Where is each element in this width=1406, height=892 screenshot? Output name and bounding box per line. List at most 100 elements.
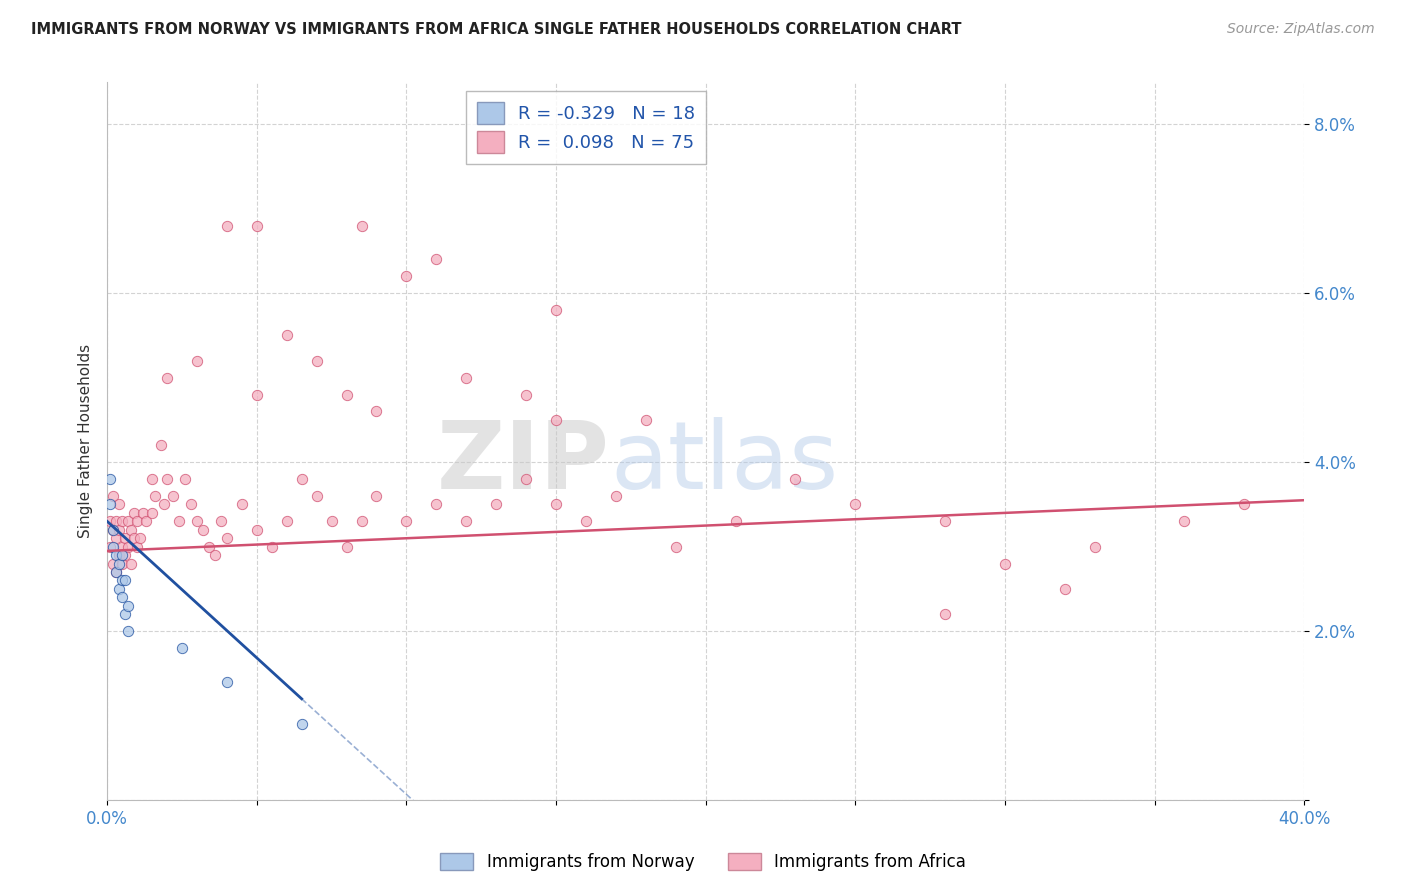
Point: [485, 498, 508, 512]
Point: [605, 489, 627, 503]
Point: [844, 498, 866, 512]
Point: [260, 540, 283, 554]
Text: Source: ZipAtlas.com: Source: ZipAtlas.com: [1227, 22, 1375, 37]
Point: [456, 370, 478, 384]
Point: [425, 498, 447, 512]
Point: [209, 514, 232, 528]
Point: [120, 557, 142, 571]
Point: [111, 514, 134, 528]
Point: [425, 252, 447, 267]
Point: [994, 557, 1017, 571]
Point: [125, 514, 148, 528]
Point: [276, 328, 298, 343]
Point: [108, 582, 131, 596]
Point: [114, 574, 136, 588]
Point: [141, 506, 163, 520]
Point: [305, 353, 328, 368]
Point: [125, 540, 148, 554]
Point: [111, 574, 134, 588]
Point: [934, 514, 956, 528]
Point: [122, 531, 145, 545]
Point: [153, 498, 176, 512]
Point: [724, 514, 747, 528]
Point: [117, 599, 139, 613]
Point: [105, 565, 128, 579]
Point: [108, 523, 131, 537]
Point: [105, 565, 128, 579]
Point: [1173, 514, 1195, 528]
Point: [934, 607, 956, 622]
Point: [150, 438, 173, 452]
Point: [105, 548, 128, 562]
Point: [198, 540, 221, 554]
Point: [120, 523, 142, 537]
Point: [246, 387, 269, 401]
Point: [575, 514, 598, 528]
Point: [105, 531, 128, 545]
Point: [98, 514, 121, 528]
Point: [111, 557, 134, 571]
Point: [108, 498, 131, 512]
Point: [167, 514, 190, 528]
Point: [122, 506, 145, 520]
Y-axis label: Single Father Households: Single Father Households: [79, 344, 93, 538]
Point: [156, 472, 179, 486]
Point: [98, 498, 121, 512]
Point: [111, 591, 134, 605]
Point: [215, 674, 238, 689]
Point: [515, 387, 537, 401]
Point: [101, 557, 124, 571]
Point: [105, 514, 128, 528]
Point: [215, 531, 238, 545]
Point: [114, 607, 136, 622]
Point: [108, 548, 131, 562]
Point: [114, 548, 136, 562]
Text: atlas: atlas: [610, 417, 838, 508]
Point: [291, 717, 314, 731]
Point: [180, 498, 202, 512]
Point: [101, 489, 124, 503]
Text: IMMIGRANTS FROM NORWAY VS IMMIGRANTS FROM AFRICA SINGLE FATHER HOUSEHOLDS CORREL: IMMIGRANTS FROM NORWAY VS IMMIGRANTS FRO…: [31, 22, 962, 37]
Point: [335, 540, 357, 554]
Point: [132, 506, 155, 520]
Point: [366, 489, 388, 503]
Point: [111, 548, 134, 562]
Point: [191, 523, 214, 537]
Point: [231, 498, 253, 512]
Point: [98, 472, 121, 486]
Point: [335, 387, 357, 401]
Point: [350, 514, 373, 528]
Point: [395, 269, 418, 284]
Point: [291, 472, 314, 486]
Point: [111, 540, 134, 554]
Point: [186, 353, 208, 368]
Point: [634, 413, 657, 427]
Point: [98, 540, 121, 554]
Point: [246, 523, 269, 537]
Point: [1053, 582, 1076, 596]
Point: [544, 498, 567, 512]
Point: [204, 548, 226, 562]
Point: [246, 219, 269, 233]
Point: [101, 523, 124, 537]
Point: [1233, 498, 1256, 512]
Legend: R = -0.329   N = 18, R =  0.098   N = 75: R = -0.329 N = 18, R = 0.098 N = 75: [465, 91, 706, 164]
Point: [156, 370, 179, 384]
Point: [117, 624, 139, 639]
Point: [350, 219, 373, 233]
Point: [456, 514, 478, 528]
Point: [174, 472, 197, 486]
Point: [276, 514, 298, 528]
Text: ZIP: ZIP: [437, 417, 610, 508]
Point: [665, 540, 688, 554]
Point: [321, 514, 343, 528]
Point: [544, 413, 567, 427]
Point: [101, 523, 124, 537]
Point: [305, 489, 328, 503]
Point: [117, 514, 139, 528]
Point: [141, 472, 163, 486]
Point: [101, 540, 124, 554]
Point: [162, 489, 184, 503]
Point: [143, 489, 166, 503]
Point: [117, 540, 139, 554]
